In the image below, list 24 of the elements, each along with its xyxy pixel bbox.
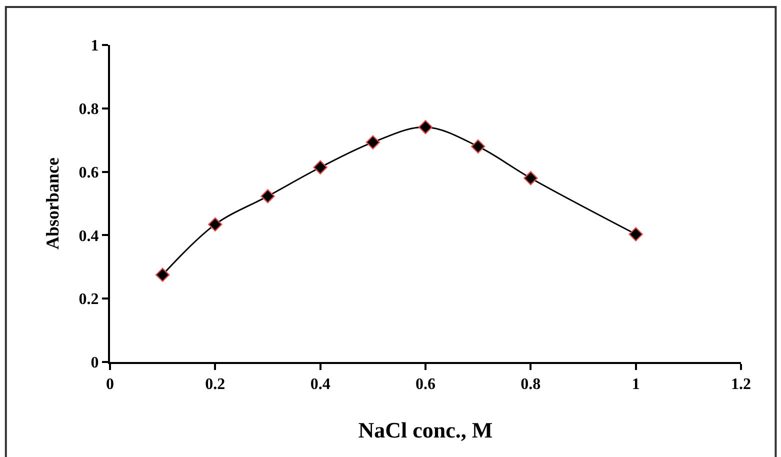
point bbox=[418, 120, 433, 134]
y-tick-label: 0 bbox=[90, 354, 99, 372]
x-tick-label: 0.4 bbox=[310, 376, 330, 394]
point bbox=[524, 171, 538, 186]
point bbox=[366, 135, 380, 150]
x-tick-label: 1 bbox=[632, 376, 640, 394]
y-axis-title: Absorbance bbox=[42, 157, 62, 250]
y-tick-label: 0.4 bbox=[78, 228, 99, 245]
y-tick-label: 1 bbox=[90, 38, 99, 55]
x-tick-label: 0.2 bbox=[205, 376, 226, 394]
point bbox=[628, 227, 643, 242]
x-tick-label: 0.6 bbox=[416, 376, 436, 394]
y-tick-label: 0.2 bbox=[78, 291, 99, 308]
x-tick-label: 0.8 bbox=[520, 376, 541, 394]
point bbox=[470, 139, 486, 154]
point bbox=[155, 268, 170, 282]
point bbox=[260, 189, 275, 204]
point bbox=[208, 217, 222, 232]
x-tick-label: 1.2 bbox=[731, 376, 751, 394]
y-tick-label: 0.6 bbox=[78, 164, 99, 182]
x-axis-title: NaCl conc., M bbox=[358, 418, 493, 443]
y-tick-label: 0.8 bbox=[78, 101, 99, 118]
x-tick-label: 0 bbox=[106, 376, 114, 394]
point bbox=[313, 160, 328, 174]
